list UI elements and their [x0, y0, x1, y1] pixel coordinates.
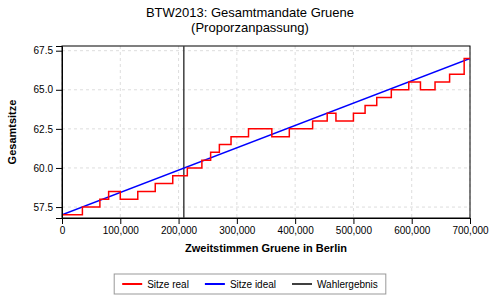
tick: 100,000: [103, 218, 140, 236]
tick-label: 67.5: [34, 45, 54, 56]
legend-label: Sitze ideal: [230, 279, 276, 290]
legend-item: Sitze real: [122, 279, 189, 290]
tick: 600,000: [394, 218, 431, 236]
grid-line-x: [178, 46, 179, 218]
legend: Sitze real Sitze ideal Wahlergebnis: [114, 274, 386, 294]
tick-mark: [56, 51, 62, 52]
tick-label: 400,000: [278, 225, 315, 236]
title: BTW2013: Gesamtmandate Gruene(Proporzanp…: [146, 5, 354, 35]
tick-mark: [470, 218, 471, 224]
legend-swatch: [122, 283, 142, 285]
tick-mark: [295, 218, 296, 224]
tick-mark: [353, 218, 354, 224]
tick-mark: [179, 218, 180, 224]
tick-label: 62.5: [34, 124, 54, 135]
tick-mark: [237, 218, 238, 224]
tick-mark: [56, 168, 62, 169]
tick: 500,000: [336, 218, 373, 236]
tick-mark: [56, 207, 62, 208]
tick-label: 57.5: [34, 202, 54, 213]
tick-label: 300,000: [219, 225, 256, 236]
tick-mark: [56, 129, 62, 130]
legend-item: Sitze ideal: [205, 279, 276, 290]
tick: 65.0: [34, 84, 62, 95]
tick-mark: [412, 218, 413, 224]
legend-label: Wahlergebnis: [317, 279, 378, 290]
tick: 400,000: [278, 218, 315, 236]
tick-label: 600,000: [394, 225, 431, 236]
legend-swatch: [292, 283, 312, 285]
tick-label: 60.0: [34, 163, 54, 174]
tick-label: 65.0: [34, 84, 54, 95]
tick: 60.0: [34, 163, 62, 174]
line: [62, 59, 470, 215]
tick-label: 100,000: [103, 225, 140, 236]
tick-mark: [56, 90, 62, 91]
tick-mark: [120, 218, 121, 224]
chart: 0 100,000 200,000 300,000 400,000 500,000 600,…: [0, 0, 500, 300]
tick: 0: [60, 218, 66, 236]
grid-line-y: [62, 207, 470, 208]
grid: [62, 46, 470, 218]
grid-line-x: [353, 46, 354, 218]
x-axis: 0 100,000 200,000 300,000 400,000 500,000 600,…: [60, 218, 489, 236]
legend-item: Wahlergebnis: [292, 279, 378, 290]
y-axis-title: Gesamtsitze: [6, 100, 18, 165]
axis-line: [63, 219, 471, 225]
vertical-line: [183, 46, 185, 218]
tick: 67.5: [34, 45, 62, 56]
legend-label: Sitze real: [147, 279, 189, 290]
tick-label: 500,000: [336, 225, 373, 236]
line: [62, 59, 470, 215]
plot-frame: [62, 46, 470, 218]
axis-line: [56, 47, 63, 219]
grid-line-x: [295, 46, 296, 218]
grid-line-y: [62, 167, 470, 168]
x-axis-title: Zweitstimmen Gruene in Berlin: [185, 242, 347, 254]
legend-swatch: [205, 283, 225, 285]
marks: [62, 46, 470, 218]
tick: 700,000: [452, 218, 489, 236]
tick-label: 200,000: [161, 225, 198, 236]
tick: 300,000: [219, 218, 256, 236]
plot: 0 100,000 200,000 300,000 400,000 500,000 600,…: [34, 45, 489, 236]
grid-line-x: [411, 46, 412, 218]
y-axis: 57.5 60.0 62.5 65.0 67.5: [34, 45, 63, 218]
legend-frame: [114, 274, 386, 294]
tick-label: 700,000: [452, 225, 489, 236]
grid-line-y: [62, 50, 470, 51]
tick: 62.5: [34, 124, 62, 135]
legend-items: Sitze real Sitze ideal Wahlergebnis: [122, 279, 378, 290]
tick: 57.5: [34, 202, 62, 213]
tick-label: 0: [60, 225, 66, 236]
grid-line-x: [236, 46, 237, 218]
tick: 200,000: [161, 218, 198, 236]
